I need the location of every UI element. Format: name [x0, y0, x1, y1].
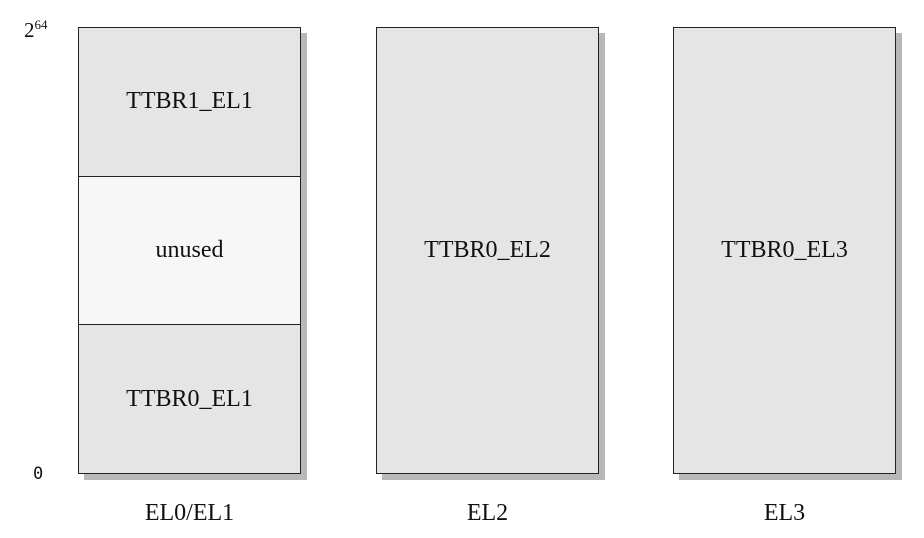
- region-ttbr1-el1: TTBR1_EL1: [126, 88, 253, 115]
- region-unused: unused: [79, 175, 300, 325]
- caption-el2: EL2: [466, 500, 509, 526]
- region-ttbr0-el1: TTBR0_EL1: [79, 324, 300, 473]
- address-space-el2: TTBR0_EL2: [376, 27, 599, 474]
- caption-el3: EL3: [763, 500, 806, 526]
- axis-top-label: 264: [24, 17, 48, 42]
- address-space-el0-el1: TTBR1_EL1 unused TTBR0_EL1: [78, 27, 301, 474]
- region-ttbr0-el2: TTBR0_EL2: [424, 237, 551, 263]
- axis-bottom-label: 0: [33, 464, 44, 484]
- caption-el0-el1: EL0/EL1: [144, 500, 235, 526]
- axis-top-base: 2: [24, 18, 35, 42]
- axis-top-exponent: 64: [34, 17, 48, 32]
- region-ttbr0-el3: TTBR0_EL3: [721, 237, 848, 263]
- address-space-el3: TTBR0_EL3: [673, 27, 896, 474]
